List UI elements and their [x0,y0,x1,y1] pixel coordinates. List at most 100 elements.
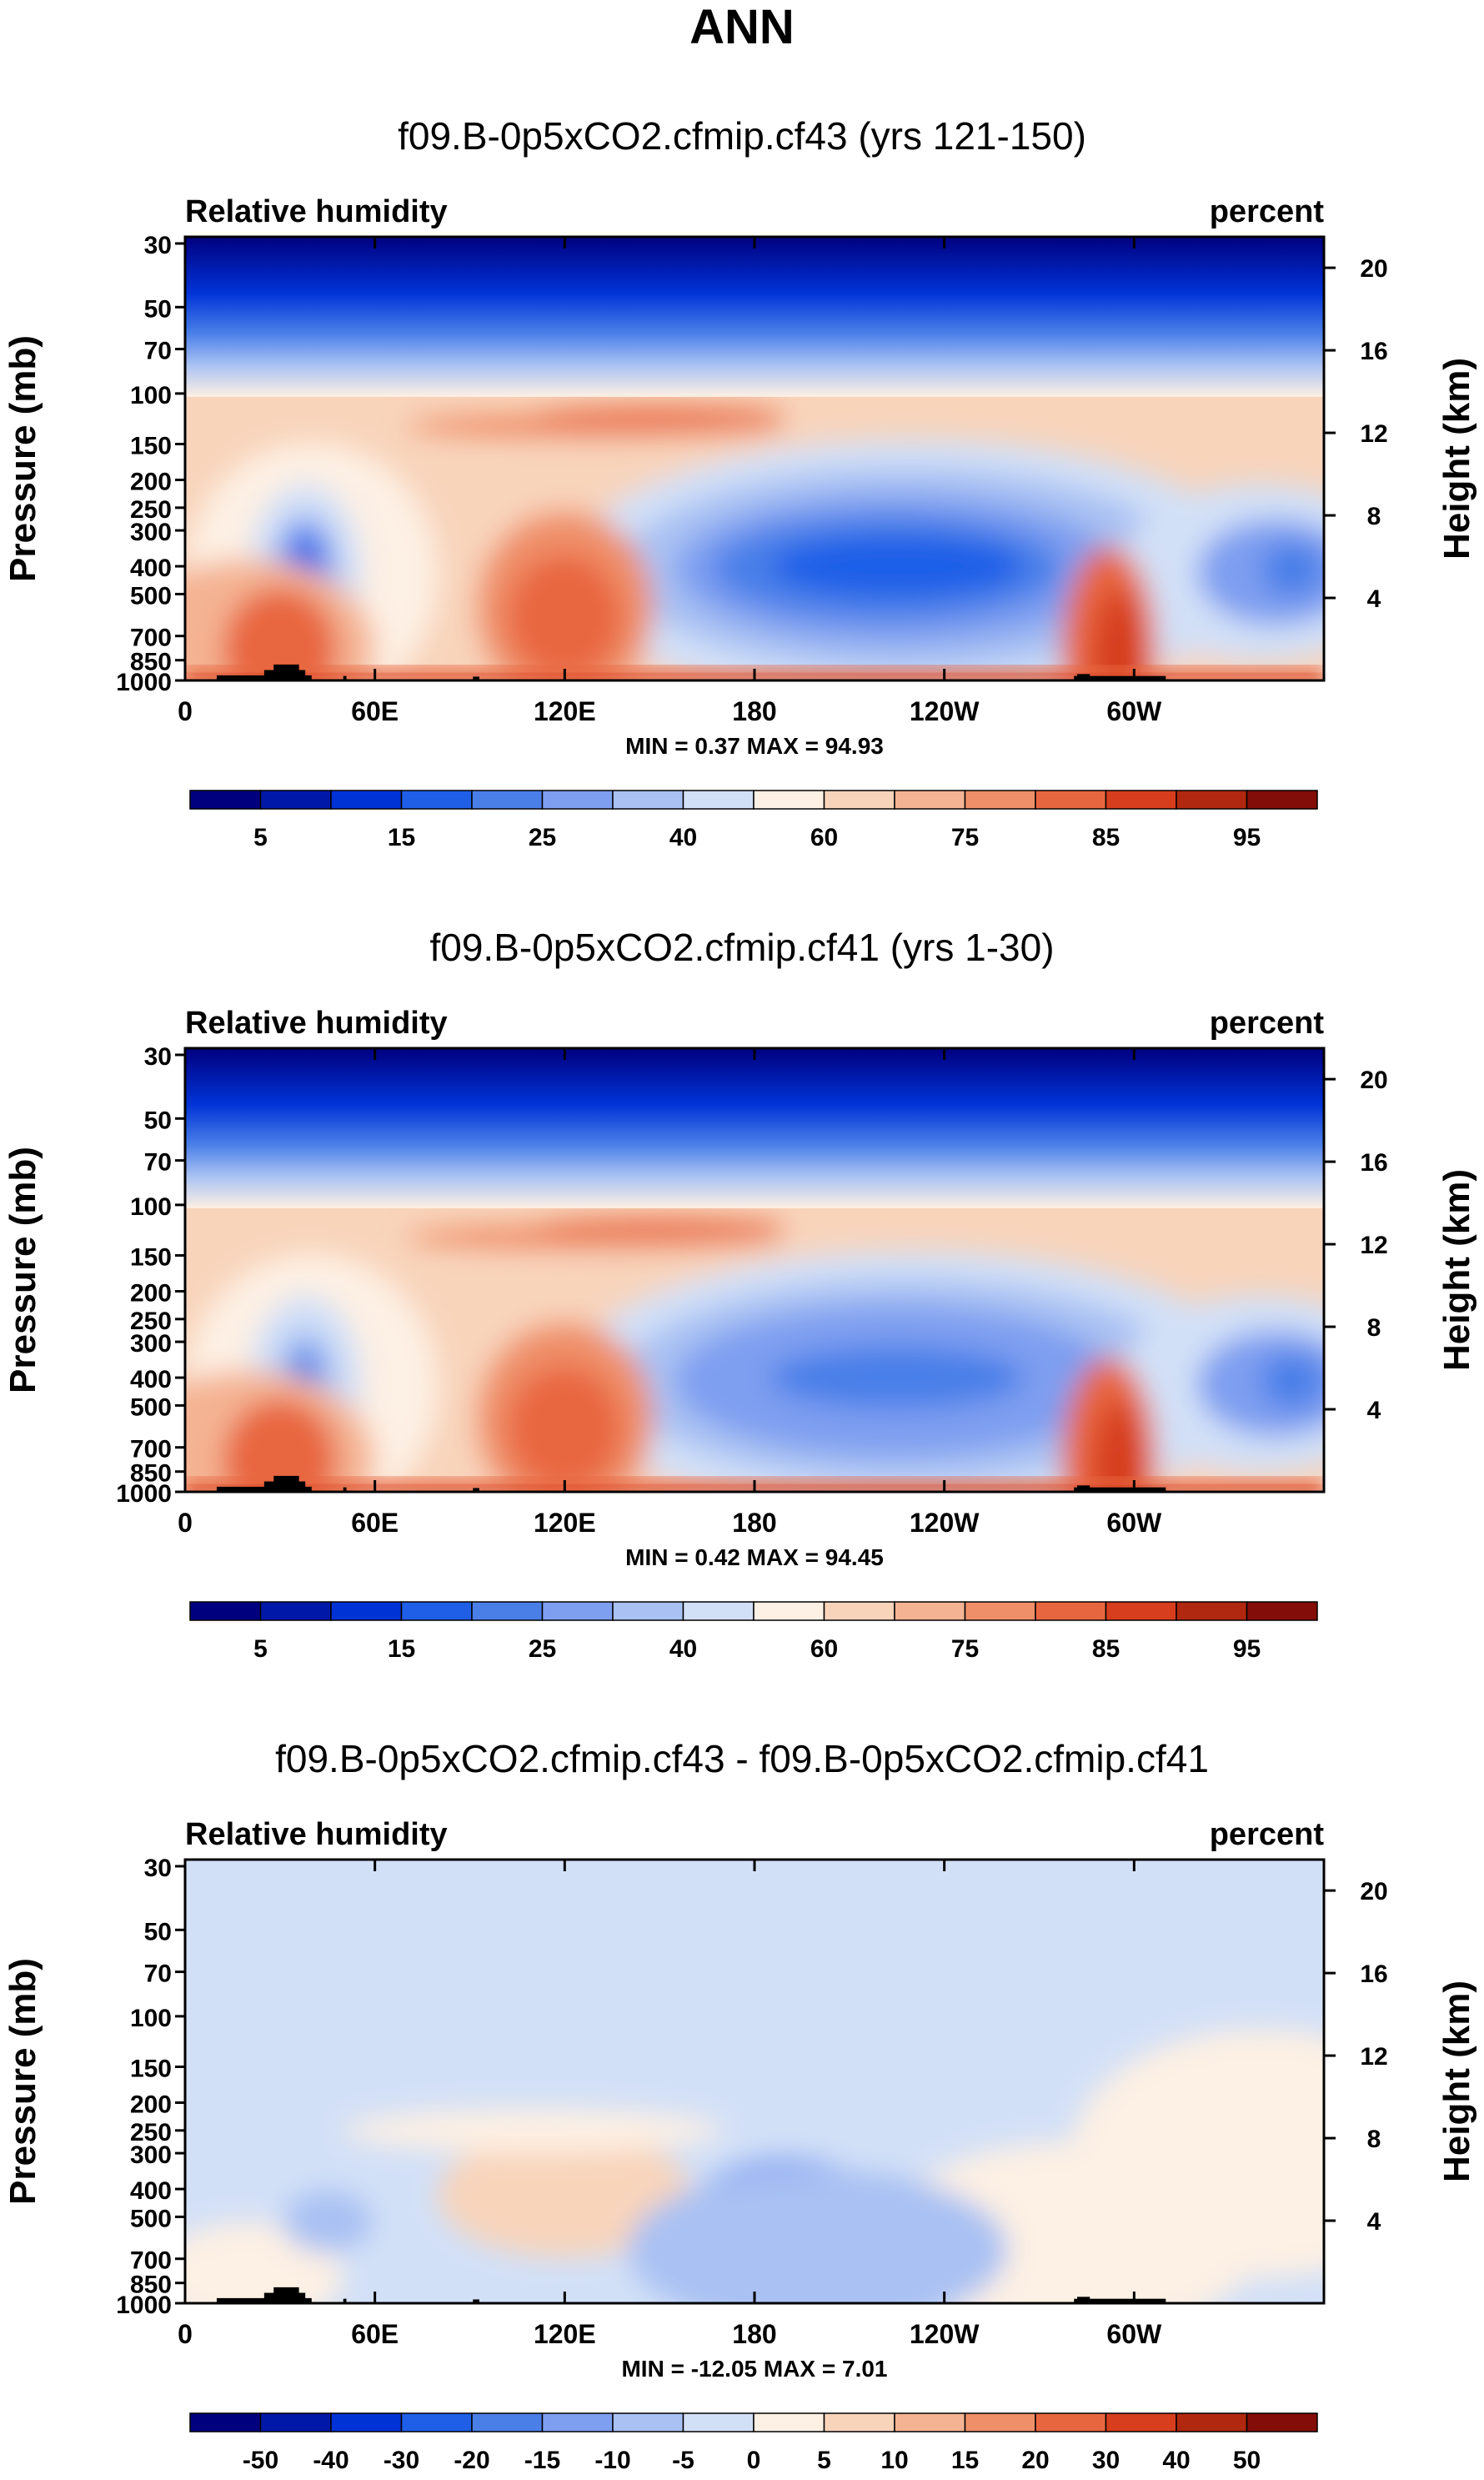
field-region [1093,1400,1144,1492]
colorbar-box [259,2412,332,2432]
height-tick-label: 4 [1367,2208,1381,2236]
colorbar-label: 25 [529,824,556,851]
terrain-block [473,2299,479,2303]
colorbar-box [753,2412,825,2432]
field-region [343,2108,724,2153]
stratosphere-band [185,1048,1324,1208]
height-tick-label: 16 [1360,1149,1387,1177]
x-tick-label: 0 [178,696,193,726]
x-tick-label: 180 [732,2319,776,2349]
pressure-tick-label: 30 [144,1855,172,1882]
field-blobs [185,407,1324,680]
height-tick-label: 12 [1360,1232,1387,1259]
height-tick-label: 8 [1367,1314,1381,1342]
pressure-tick-label: 250 [130,496,172,524]
panel-title: f09.B-0p5xCO2.cfmip.cf43 - f09.B-0p5xCO2… [275,1737,1209,1780]
field-region [533,407,786,425]
field-region [770,535,1024,598]
height-tick-label: 4 [1367,585,1381,613]
pressure-tick-label: 400 [130,2177,172,2205]
x-tick-label: 120E [534,696,596,726]
pressure-tick-label: 50 [144,295,172,323]
colorbar-label: -40 [313,2447,348,2474]
field-region [223,1398,338,1492]
colorbar-box [1035,1601,1107,1621]
height-tick-label: 16 [1360,1960,1387,1988]
colorbar-label: 15 [388,1635,415,1663]
colorbar-box [1105,2412,1177,2432]
x-tick-label: 0 [178,1508,193,1538]
pressure-tick-label: 150 [130,2055,172,2082]
field-region [1261,542,1324,596]
colorbar-box [1105,790,1177,810]
field-region [1261,1353,1324,1408]
colorbar-label: 40 [1162,2447,1190,2474]
colorbar-box [259,790,332,810]
chart-panel-2: f09.B-0p5xCO2.cfmip.cf41 (yrs 1-30) Relat… [3,926,1477,1663]
colorbar-label: 40 [669,1635,697,1663]
pressure-tick-label: 700 [130,1436,172,1463]
colorbar-box [189,1601,262,1621]
height-tick-label: 12 [1360,420,1387,448]
colorbar-box [1176,2412,1248,2432]
min-max-text: MIN = 0.42 MAX = 94.45 [625,1544,884,1570]
stratosphere-band [185,237,1324,397]
terrain-block [473,676,479,680]
pressure-axis-title: Pressure (mb) [3,335,43,582]
pressure-tick-label: 850 [130,1460,172,1488]
field-region [283,2191,372,2253]
pressure-tick-label: 100 [130,2005,172,2032]
pressure-tick-label: 1000 [116,1480,172,1508]
colorbar-box [1246,2412,1318,2432]
colorbar-label: 5 [253,824,268,851]
x-tick-label: 60E [351,696,399,726]
panel-title: f09.B-0p5xCO2.cfmip.cf41 (yrs 1-30) [429,926,1054,969]
colorbar-box [682,1601,755,1621]
pressure-tick-label: 100 [130,1193,172,1221]
colorbar-label: 5 [253,1635,268,1663]
colorbar-box [894,790,966,810]
min-max-text: MIN = 0.37 MAX = 94.93 [625,733,884,759]
colorbar-label: -5 [672,2447,694,2474]
variable-label: Relative humidity [185,194,448,229]
pressure-tick-label: 250 [130,2119,172,2146]
field-region [508,555,622,680]
chart-panel-1: f09.B-0p5xCO2.cfmip.cf43 (yrs 121-150) Re… [3,114,1477,851]
height-tick-label: 20 [1360,255,1387,283]
colorbar: 5 15 25 40 60 75 85 95 [189,1601,1318,1663]
pressure-tick-label: 850 [130,649,172,676]
terrain-block [473,1488,479,1492]
colorbar-box [894,1601,966,1621]
colorbar-box [541,1601,614,1621]
field-blobs [185,1218,1324,1492]
colorbar-label: 15 [951,2447,979,2474]
colorbar-box [1035,790,1107,810]
terrain-block [1077,2297,1090,2303]
colorbar-label: 75 [951,1635,979,1663]
x-tick-label: 120E [534,1508,596,1538]
colorbar-box [1246,1601,1318,1621]
field-region [770,1346,1024,1409]
colorbar-box [753,1601,825,1621]
colorbar-box [964,1601,1036,1621]
terrain-block [1077,1485,1090,1492]
pressure-tick-label: 150 [130,432,172,459]
pressure-tick-label: 700 [130,625,172,652]
colorbar-box [964,790,1036,810]
pressure-tick-label: 1000 [116,2292,172,2319]
colorbar-label: -20 [454,2447,489,2474]
x-tick-label: 120W [910,2319,980,2349]
colorbar: 5 15 25 40 60 75 85 95 [189,790,1318,851]
pressure-tick-label: 50 [144,1107,172,1134]
variable-label: Relative humidity [185,1817,448,1852]
terrain-block [343,675,347,680]
colorbar-box [894,2412,966,2432]
colorbar-box [471,790,544,810]
field-region [438,2132,692,2257]
colorbar-box [823,2412,895,2432]
colorbar-label: 40 [669,824,697,851]
colorbar-box [330,2412,403,2432]
colorbar-box [823,790,895,810]
